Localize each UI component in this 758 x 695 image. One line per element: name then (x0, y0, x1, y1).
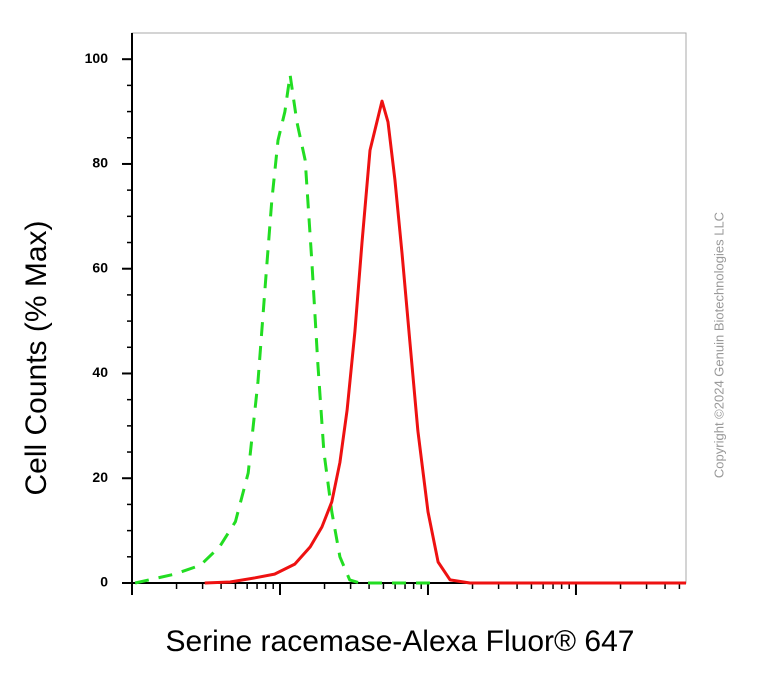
histogram-line (204, 99, 686, 585)
y-tick-label: 20 (92, 469, 108, 485)
watermark: Copyright ©2024 Genuin Biotechnologies L… (711, 212, 726, 478)
y-tick-label: 80 (92, 155, 108, 171)
plot-frame (131, 32, 687, 584)
y-tick-label: 40 (92, 364, 108, 380)
x-axis-label: Serine racemase-Alexa Fluor® 647 (166, 625, 635, 658)
y-tick-label: 100 (85, 50, 109, 66)
y-axis-label: Cell Counts (% Max) (20, 220, 53, 495)
histogram-line (134, 73, 440, 585)
y-tick-label: 60 (92, 259, 108, 275)
y-tick-label: 0 (100, 574, 108, 590)
